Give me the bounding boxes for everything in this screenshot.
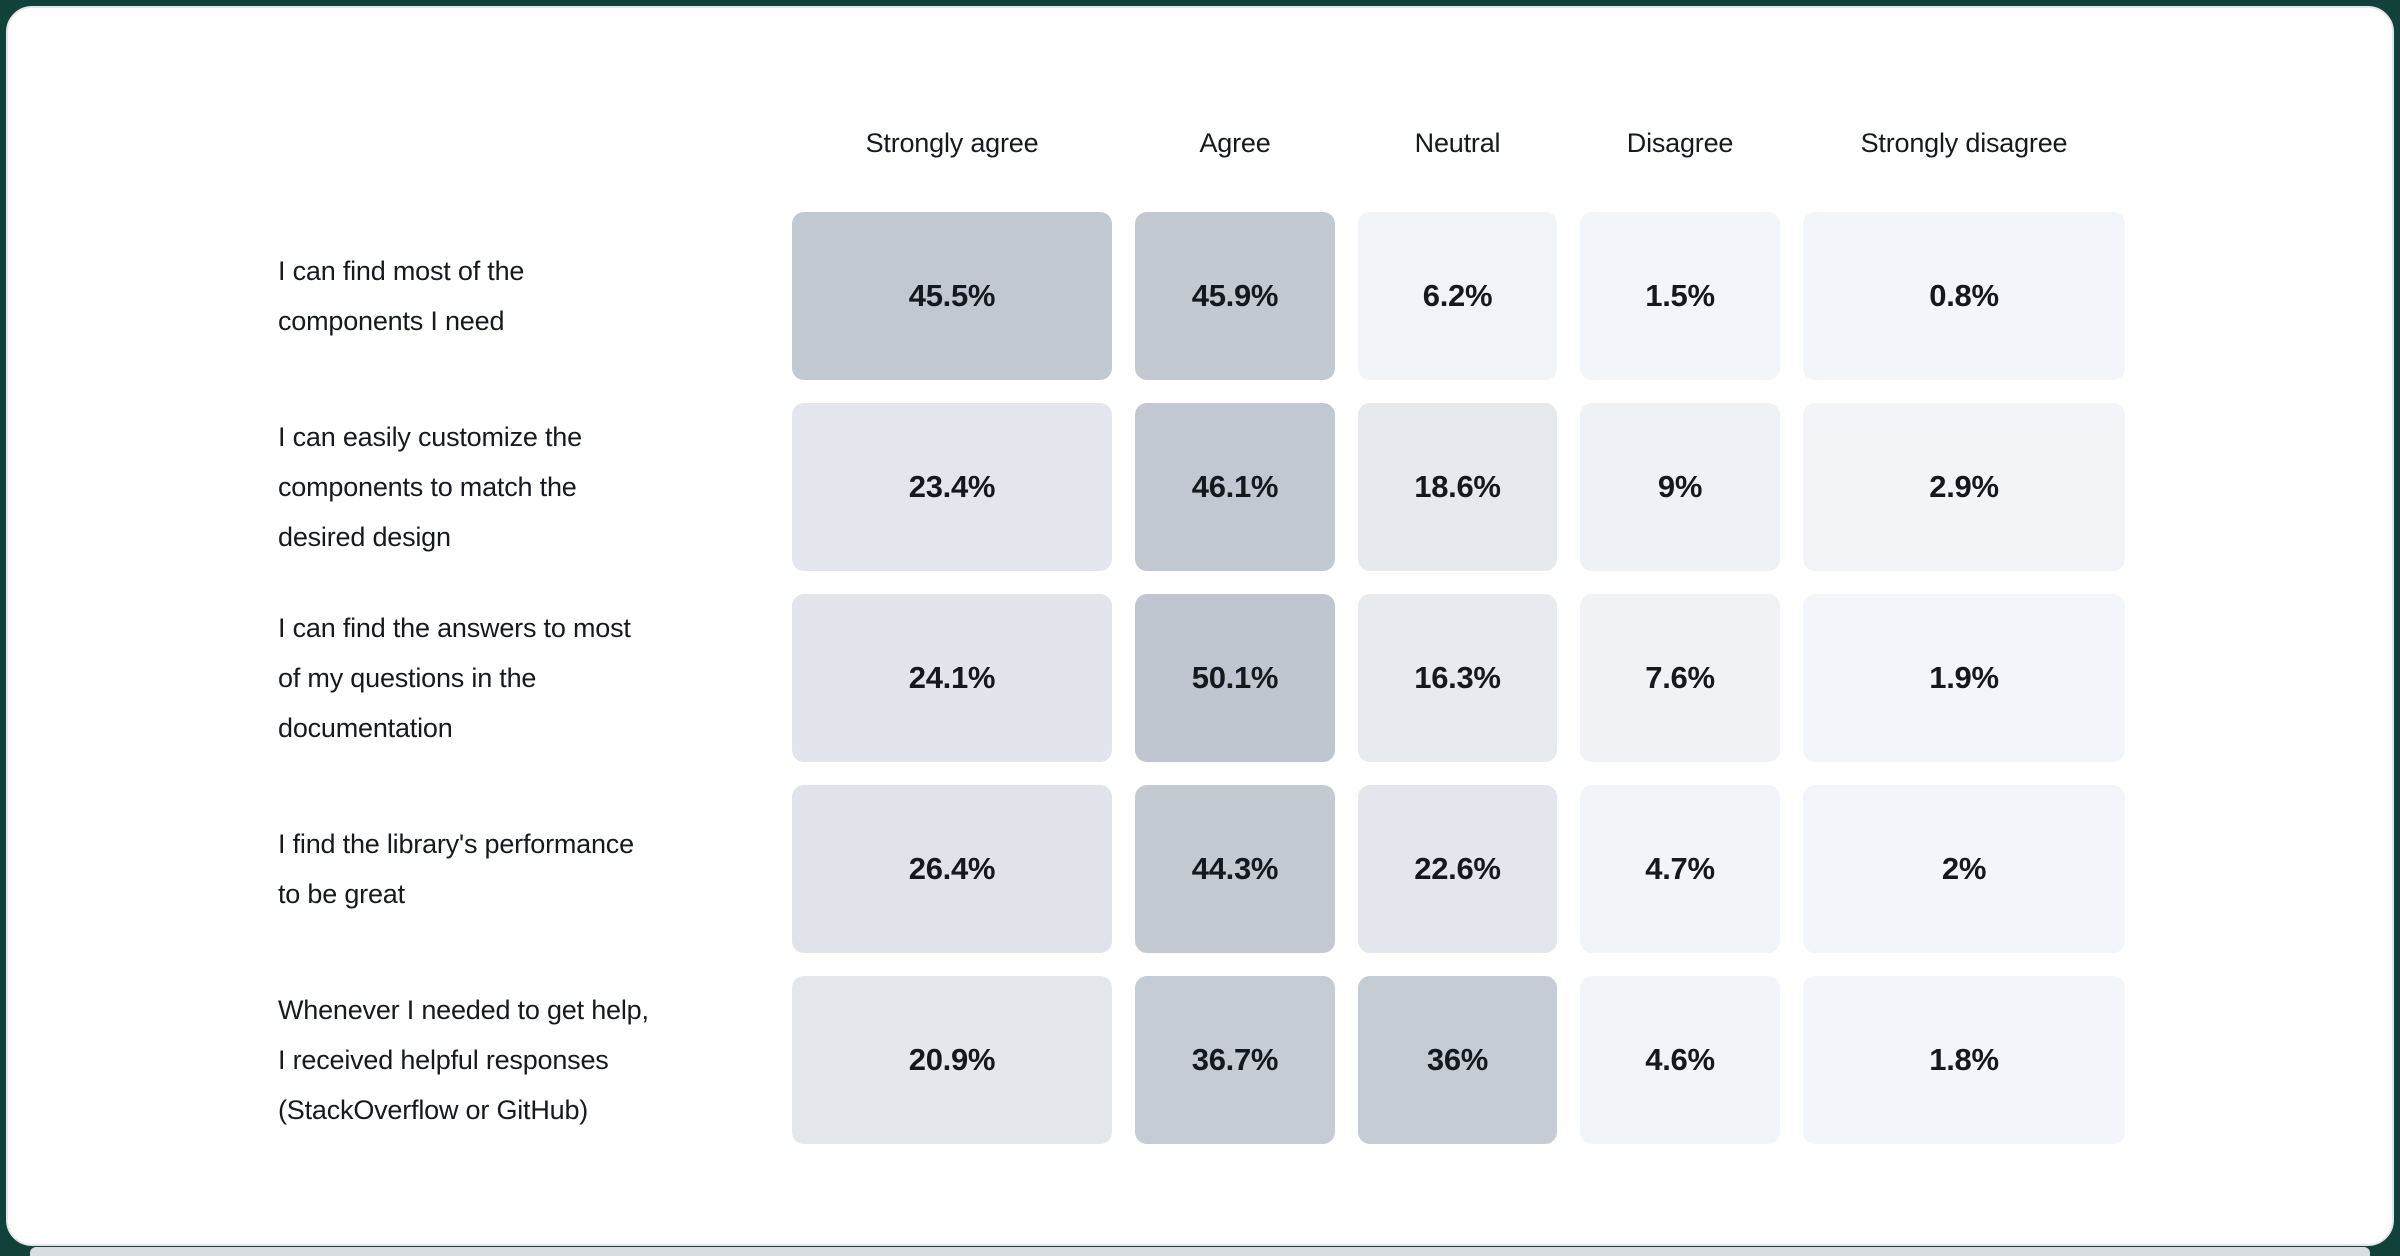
heatmap-cell: 20.9%: [792, 976, 1112, 1144]
heatmap-cell: 9%: [1580, 403, 1780, 571]
column-header-strongly-agree: Strongly agree: [865, 128, 1039, 158]
heatmap-cell: 1.8%: [1803, 976, 2125, 1144]
survey-results-card: Strongly agree Agree Neutral Disagree St…: [6, 6, 2394, 1246]
heatmap-cell: 18.6%: [1358, 403, 1557, 571]
row-label-line: Whenever I needed to get help,: [278, 995, 649, 1025]
row-label-line: documentation: [278, 713, 453, 743]
row-label-line: I can find most of the: [278, 256, 525, 286]
column-header-disagree: Disagree: [1626, 128, 1734, 158]
heatmap-cell: 36%: [1358, 976, 1557, 1144]
next-card-edge: [30, 1247, 2370, 1256]
row-label-line: I find the library's performance: [278, 829, 634, 859]
row-label-line: I can find the answers to most: [278, 613, 631, 643]
column-header-neutral: Neutral: [1414, 128, 1501, 158]
heatmap-cell: 50.1%: [1135, 594, 1335, 762]
row-label: Whenever I needed to get help, I received…: [278, 976, 769, 1144]
heatmap-cell: 1.9%: [1803, 594, 2125, 762]
heatmap-cell: 46.1%: [1135, 403, 1335, 571]
heatmap-cell: 1.5%: [1580, 212, 1780, 380]
heatmap-cell: 45.5%: [792, 212, 1112, 380]
row-label: I can easily customize the components to …: [278, 403, 769, 571]
row-label-line: components I need: [278, 306, 505, 336]
heatmap-cell: 26.4%: [792, 785, 1112, 953]
row-label-line: of my questions in the: [278, 663, 537, 693]
row-label: I can find most of the components I need: [278, 212, 769, 380]
heatmap-cell: 0.8%: [1803, 212, 2125, 380]
heatmap-cell: 22.6%: [1358, 785, 1557, 953]
heatmap-cell: 36.7%: [1135, 976, 1335, 1144]
heatmap-cell: 6.2%: [1358, 212, 1557, 380]
row-label-line: desired design: [278, 522, 451, 552]
heatmap-cell: 7.6%: [1580, 594, 1780, 762]
row-label-line: to be great: [278, 879, 405, 909]
heatmap-cell: 2.9%: [1803, 403, 2125, 571]
column-header-strongly-disagree: Strongly disagree: [1860, 128, 2068, 158]
heatmap-cell: 23.4%: [792, 403, 1112, 571]
row-label: I can find the answers to most of my ques…: [278, 594, 769, 762]
heatmap-cell: 45.9%: [1135, 212, 1335, 380]
row-label: I find the library's performance to be gr…: [278, 785, 769, 953]
heatmap-cell: 24.1%: [792, 594, 1112, 762]
row-label-line: components to match the: [278, 472, 577, 502]
header-spacer: [278, 98, 769, 189]
column-header-agree: Agree: [1199, 128, 1271, 158]
heatmap-cell: 2%: [1803, 785, 2125, 953]
row-label-line: (StackOverflow or GitHub): [278, 1095, 589, 1125]
heatmap-cell: 16.3%: [1358, 594, 1557, 762]
heatmap-cell: 44.3%: [1135, 785, 1335, 953]
likert-heatmap: Strongly agree Agree Neutral Disagree St…: [278, 98, 2125, 1144]
heatmap-cell: 4.7%: [1580, 785, 1780, 953]
row-label-line: I can easily customize the: [278, 422, 582, 452]
row-label-line: I received helpful responses: [278, 1045, 609, 1075]
heatmap-cell: 4.6%: [1580, 976, 1780, 1144]
